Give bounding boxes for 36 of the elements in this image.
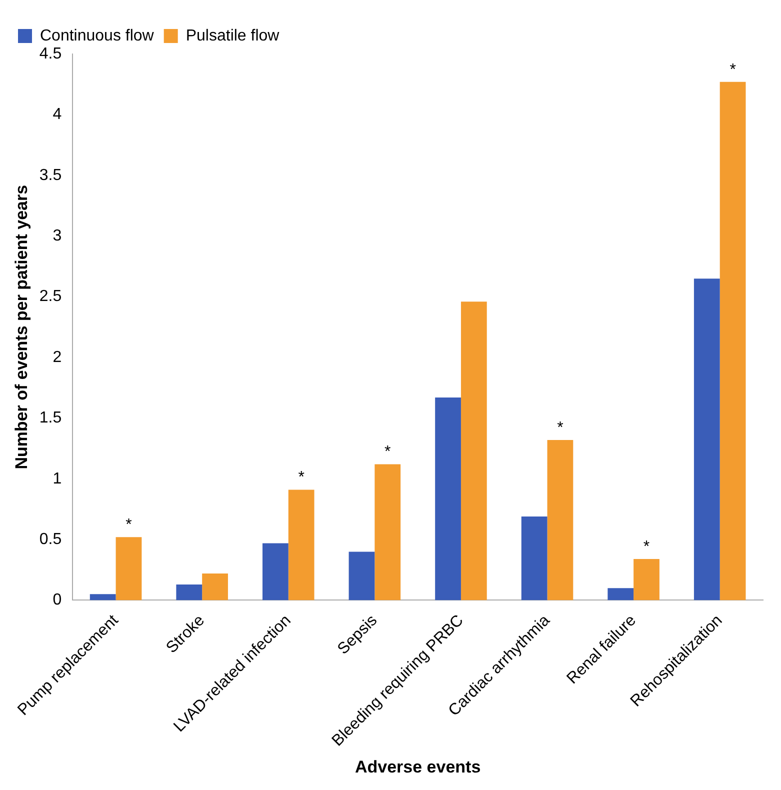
bar [547,440,574,600]
bar [262,543,288,600]
bar [608,588,634,600]
bar [348,552,375,600]
annotation: * [126,516,132,534]
bar [116,537,142,600]
legend-label: Continuous flow [40,27,154,44]
bar [374,464,401,600]
y-tick-label: 3.5 [39,166,62,184]
y-axis-title: Number of events per patient years [12,184,31,470]
y-tick-label: 2.5 [39,288,62,306]
bar [176,584,202,600]
y-tick-label: 1 [52,470,62,488]
bar [634,558,660,600]
y-tick-label: 3 [52,227,62,244]
legend-label: Pulsatile flow [186,27,280,44]
y-tick-label: 2 [52,348,62,366]
bar [694,278,720,600]
bar [90,594,116,600]
y-tick-label: 1.5 [39,410,62,427]
y-tick-label: 0 [52,592,62,609]
bar [720,82,746,600]
y-tick-label: 0.5 [39,530,62,548]
bar [460,302,487,600]
y-tick-label: 4 [52,106,62,124]
bar [435,398,461,600]
x-axis-title: Adverse events [354,757,481,776]
annotation: * [298,469,304,486]
y-tick-label: 4.5 [39,45,62,62]
bar [521,516,548,600]
bar [202,574,228,600]
annotation: * [557,419,564,436]
bar [288,490,314,600]
annotation: * [730,61,736,78]
annotation: * [643,538,650,556]
annotation: * [384,444,391,461]
